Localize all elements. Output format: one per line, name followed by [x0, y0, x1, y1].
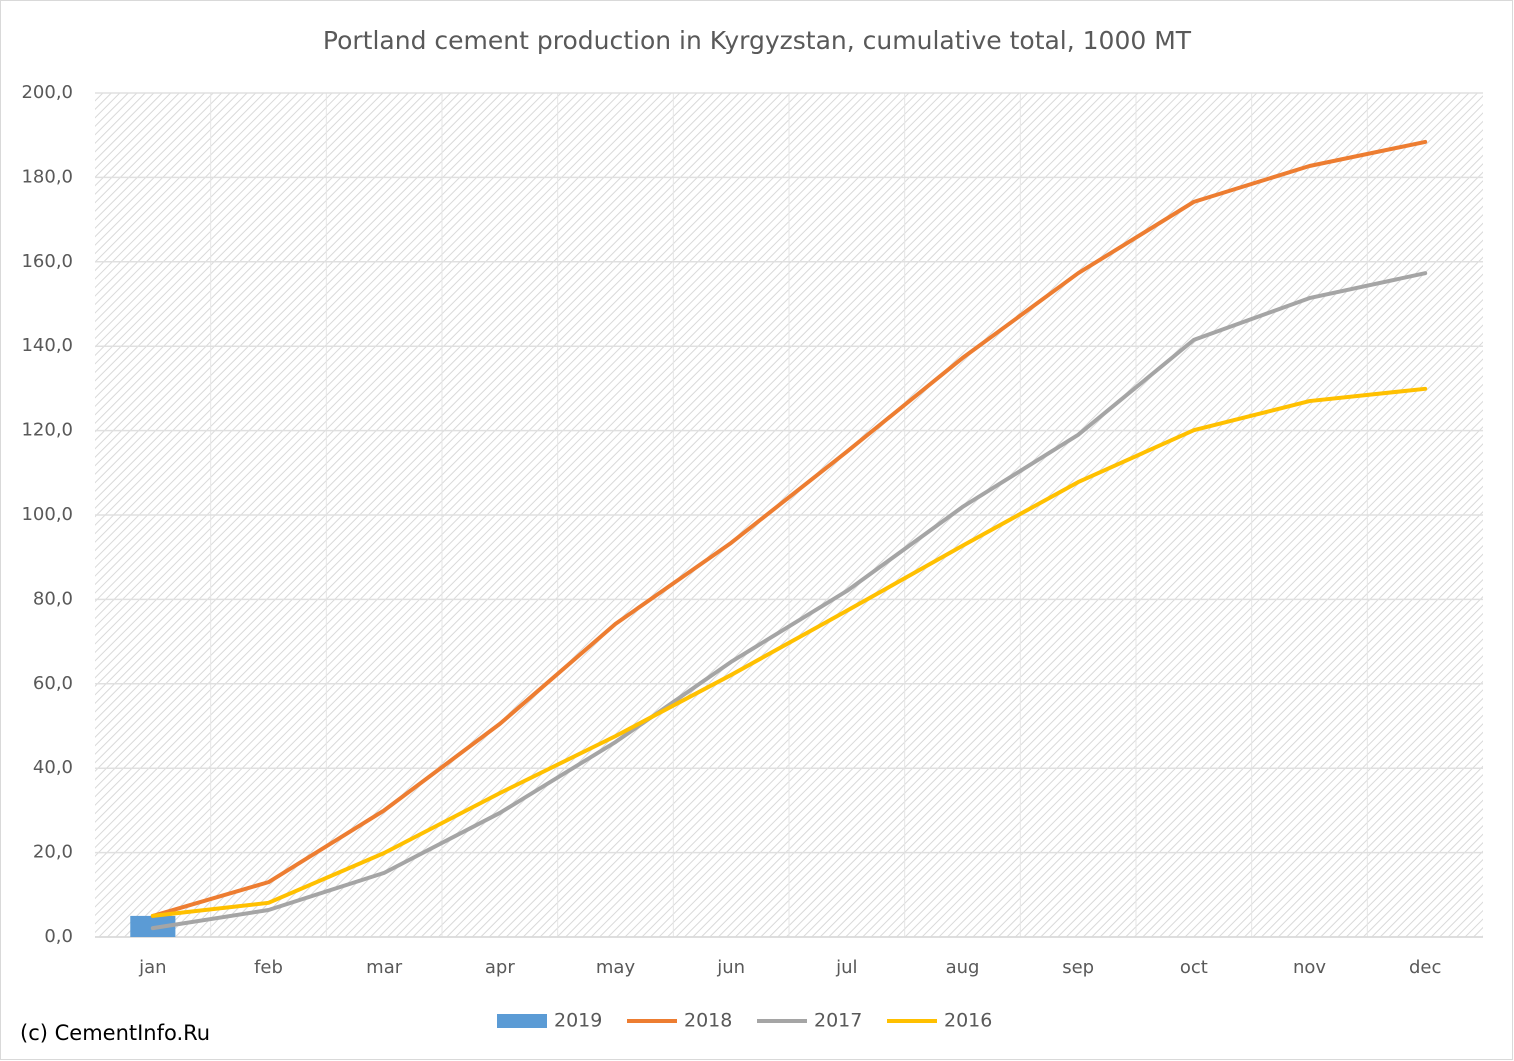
x-tick-label: sep: [1062, 957, 1094, 978]
x-tick-label: dec: [1409, 957, 1441, 978]
line-series: [150, 386, 1428, 918]
chart-title: Portland cement production in Kyrgyzstan…: [323, 26, 1192, 55]
source-label: (c) CementInfo.Ru: [20, 1021, 210, 1045]
y-tick-label: 160,0: [21, 251, 73, 272]
legend-label: 2019: [554, 1010, 602, 1032]
x-tick-label: jun: [716, 957, 745, 978]
y-tick-label: 140,0: [21, 335, 73, 356]
x-tick-label: apr: [485, 957, 515, 978]
x-tick-label: aug: [946, 957, 980, 978]
legend-label: 2017: [814, 1010, 862, 1032]
y-tick-label: 40,0: [33, 757, 73, 778]
legend-swatch: [497, 1014, 547, 1028]
line-series: [150, 139, 1428, 918]
x-tick-label: jan: [138, 957, 166, 978]
x-tick-label: may: [596, 957, 636, 978]
x-tick-label: jul: [835, 957, 857, 978]
legend: 2019 2018 2017 2016: [497, 1010, 992, 1032]
y-tick-label: 100,0: [21, 504, 73, 525]
legend-label: 2018: [684, 1010, 732, 1032]
x-tick-label: nov: [1293, 957, 1326, 978]
y-tick-label: 200,0: [21, 82, 73, 103]
x-tick-label: mar: [366, 957, 403, 978]
legend-label: 2016: [944, 1010, 992, 1032]
y-tick-label: 60,0: [33, 673, 73, 694]
x-tick-label: feb: [254, 957, 283, 978]
x-tick-label: oct: [1180, 957, 1208, 978]
y-tick-label: 0,0: [44, 926, 73, 947]
y-tick-label: 80,0: [33, 588, 73, 609]
y-tick-label: 120,0: [21, 420, 73, 441]
y-tick-label: 180,0: [21, 166, 73, 187]
y-tick-label: 20,0: [33, 842, 73, 863]
line-series: [150, 271, 1428, 931]
